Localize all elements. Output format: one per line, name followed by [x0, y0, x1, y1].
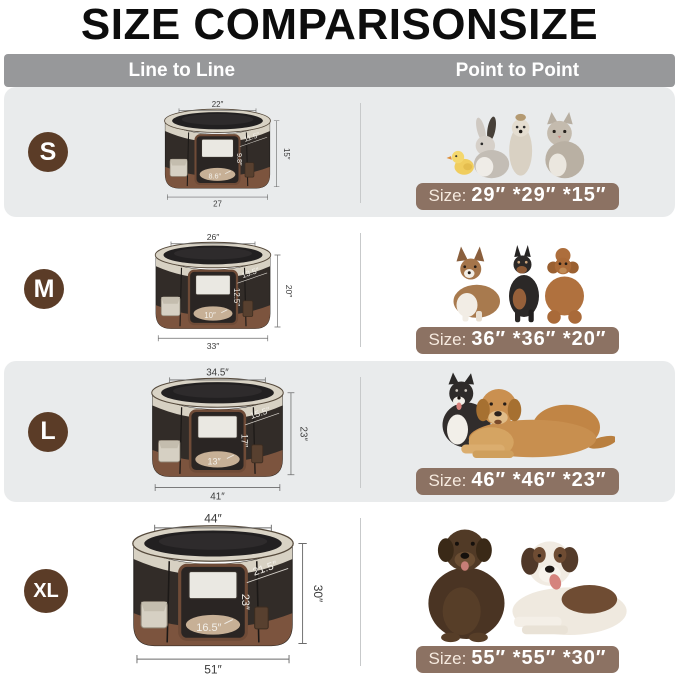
- dim-height: 23″: [297, 426, 308, 441]
- size-label-prefix: Size:: [428, 330, 467, 350]
- dim-top-width: 44″: [204, 511, 222, 525]
- dim-bottom-width: 27: [213, 200, 222, 209]
- dim-floor-width: 13″: [207, 456, 220, 466]
- size-badge-xl: XL: [24, 569, 68, 614]
- column-divider: [360, 518, 361, 667]
- dim-bottom-width: 41″: [210, 491, 225, 502]
- dim-floor-width: 8.6″: [208, 171, 221, 180]
- saint-bernard-icon: [511, 541, 627, 636]
- dim-door-height: 23″: [239, 594, 251, 610]
- dim-floor-width: 16.5″: [196, 622, 221, 634]
- size-label-prefix: Size:: [428, 649, 467, 669]
- page-title: SIZE COMPARISONSIZE: [80, 0, 599, 49]
- side-pocket: [140, 601, 168, 629]
- dimension-annotations: 22″ 11.5″ 15″ 9.8″ 8.6″ 27: [166, 100, 291, 209]
- medium-dogs-illustration: [453, 245, 584, 325]
- dim-door-height: 9.8″: [234, 153, 243, 166]
- size-label-value: 29″ *29″ *15″: [471, 184, 607, 207]
- dim-door-height: 17″: [239, 434, 249, 447]
- small-pets-illustration: [446, 112, 584, 179]
- dim-bottom-width: 33″: [207, 340, 220, 350]
- size-label-value: 55″ *55″ *30″: [471, 647, 607, 670]
- size-label: Size: 46″ *46″ *23″: [415, 468, 620, 496]
- size-badge-l: L: [28, 411, 68, 452]
- row-size-m: M: [0, 217, 679, 361]
- dim-top-width: 34.5″: [206, 367, 229, 378]
- dim-door-height: 12.5″: [232, 288, 241, 306]
- shih-tzu-icon: [508, 114, 532, 176]
- dim-top-width: 22″: [211, 100, 223, 109]
- dim-floor-width: 10″: [204, 311, 216, 320]
- size-label-value: 36″ *36″ *20″: [471, 328, 607, 351]
- column-divider: [360, 103, 361, 204]
- size-label: Size: 55″ *55″ *30″: [415, 646, 620, 674]
- dim-height: 30″: [311, 584, 325, 602]
- playpen-illustration-xl: 44″ 21.5″ 30″ 23″ 16.5″ 51″: [132, 511, 325, 676]
- dim-height: 20″: [284, 284, 294, 297]
- column-divider: [360, 233, 361, 348]
- size-label-value: 46″ *46″ *23″: [471, 469, 607, 492]
- size-badge-s: S: [28, 132, 68, 173]
- dimension-annotations: 34.5″ 15.5″ 23″ 17″ 13″ 41″: [154, 367, 308, 502]
- playpen-body: [154, 241, 272, 329]
- row-size-xl: XL: [0, 502, 679, 680]
- header-line-to-line: Line to Line: [128, 59, 236, 81]
- large-dogs-illustration: [442, 372, 615, 459]
- playpen-illustration-m: 26″ 13.5″ 20″ 12.5″ 10″ 33″: [154, 232, 294, 350]
- side-pocket: [169, 158, 188, 177]
- column-header-bar: Line to Line Point to Point: [4, 54, 675, 88]
- playpen-body: [150, 377, 284, 477]
- size-badge-m: M: [24, 269, 64, 310]
- giant-dogs-illustration: [427, 529, 627, 643]
- header-point-to-point: Point to Point: [455, 59, 580, 81]
- playpen-illustration-l: 34.5″ 15.5″ 23″ 17″ 13″ 41″: [150, 367, 308, 502]
- side-pocket: [157, 439, 180, 463]
- kitten-icon: [544, 112, 584, 179]
- dimension-annotations: 44″ 21.5″ 30″ 23″ 16.5″ 51″: [136, 511, 325, 676]
- miniature-pinscher-icon: [508, 245, 539, 323]
- poodle-icon: [544, 248, 584, 325]
- size-label-prefix: Size:: [428, 186, 467, 206]
- row-size-l: L: [4, 361, 675, 503]
- row-size-s: S: [4, 87, 675, 218]
- playpen-illustration-s: 22″ 11.5″ 15″ 9.8″ 8.6″ 27: [163, 100, 291, 209]
- dim-top-width: 26″: [207, 232, 220, 242]
- side-pocket: [160, 296, 181, 316]
- size-label: Size: 29″ *29″ *15″: [415, 183, 620, 211]
- playpen-body: [163, 108, 271, 189]
- chick-icon: [446, 151, 474, 175]
- newfoundland-icon: [427, 529, 505, 643]
- corgi-icon: [453, 246, 500, 322]
- dim-height: 15″: [282, 148, 291, 160]
- size-label-prefix: Size:: [428, 471, 467, 491]
- size-label: Size: 36″ *36″ *20″: [415, 327, 620, 355]
- rabbit-icon: [473, 116, 509, 179]
- dim-bottom-width: 51″: [204, 662, 222, 676]
- column-divider: [360, 377, 361, 489]
- golden-retriever-icon: [461, 389, 615, 459]
- playpen-body: [132, 524, 294, 646]
